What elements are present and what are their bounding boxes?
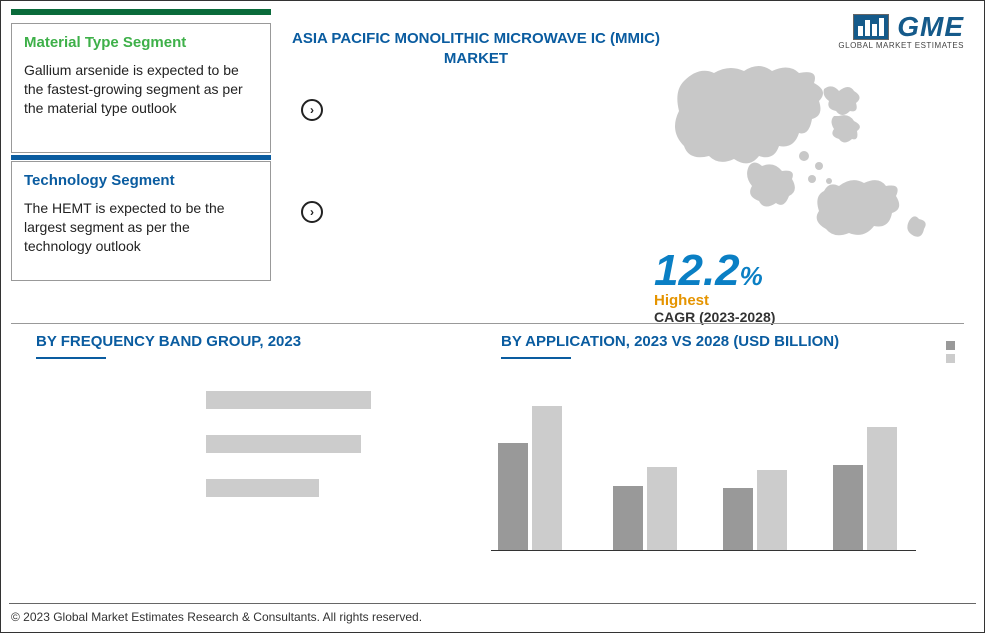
application-bar-2028 [532,406,562,550]
x-axis-line [491,550,916,551]
application-bar-2028 [757,470,787,550]
copyright-footer: © 2023 Global Market Estimates Research … [11,610,422,624]
material-segment-body: Gallium arsenide is expected to be the f… [24,61,258,118]
footer-divider [9,603,976,604]
frequency-bar-row [36,479,396,507]
cagr-block: 12.2% Highest CAGR (2023-2028) [654,246,894,325]
asia-pacific-map-icon [664,61,944,241]
cagr-label: Highest [654,292,894,309]
gme-logo: GME GLOBAL MARKET ESTIMATES [838,11,964,50]
application-legend [946,341,959,367]
legend-item [946,341,959,350]
material-segment-title: Material Type Segment [24,34,258,51]
chevron-right-icon: › [301,201,323,223]
logo-bars-icon [853,14,889,40]
technology-segment-box: Technology Segment The HEMT is expected … [11,161,271,281]
material-segment-box: Material Type Segment Gallium arsenide i… [11,23,271,153]
application-bar-2023 [613,486,643,550]
technology-segment-title: Technology Segment [24,172,258,189]
top-accent-bar [11,9,271,15]
cagr-percent: % [740,261,763,291]
frequency-bar-chart [36,391,396,523]
application-bar-chart [481,371,916,571]
application-title-underline [501,357,571,359]
technology-segment-body: The HEMT is expected to be the largest s… [24,199,258,256]
frequency-chart-title: BY FREQUENCY BAND GROUP, 2023 [36,333,301,350]
legend-swatch [946,354,955,363]
logo-mark: GME [853,11,964,43]
logo-subtitle: GLOBAL MARKET ESTIMATES [838,41,964,50]
application-bar-2028 [867,427,897,550]
infographic-container: Material Type Segment Gallium arsenide i… [0,0,985,633]
frequency-bar [206,479,319,497]
legend-item [946,354,959,363]
cagr-value: 12.2 [654,246,740,295]
frequency-title-underline [36,357,106,359]
frequency-bar [206,435,361,453]
application-bar-2023 [723,488,753,550]
application-chart-title: BY APPLICATION, 2023 VS 2028 (USD BILLIO… [501,333,839,350]
application-bar-2023 [498,443,528,550]
page-title: ASIA PACIFIC MONOLITHIC MICROWAVE IC (MM… [291,29,661,68]
frequency-bar [206,391,371,409]
tech-accent-bar [11,155,271,160]
logo-text: GME [897,11,964,43]
section-divider [11,323,964,324]
application-bar-2028 [647,467,677,550]
frequency-bar-row [36,435,396,463]
frequency-bar-row [36,391,396,419]
application-bar-2023 [833,465,863,550]
legend-swatch [946,341,955,350]
chevron-right-icon: › [301,99,323,121]
